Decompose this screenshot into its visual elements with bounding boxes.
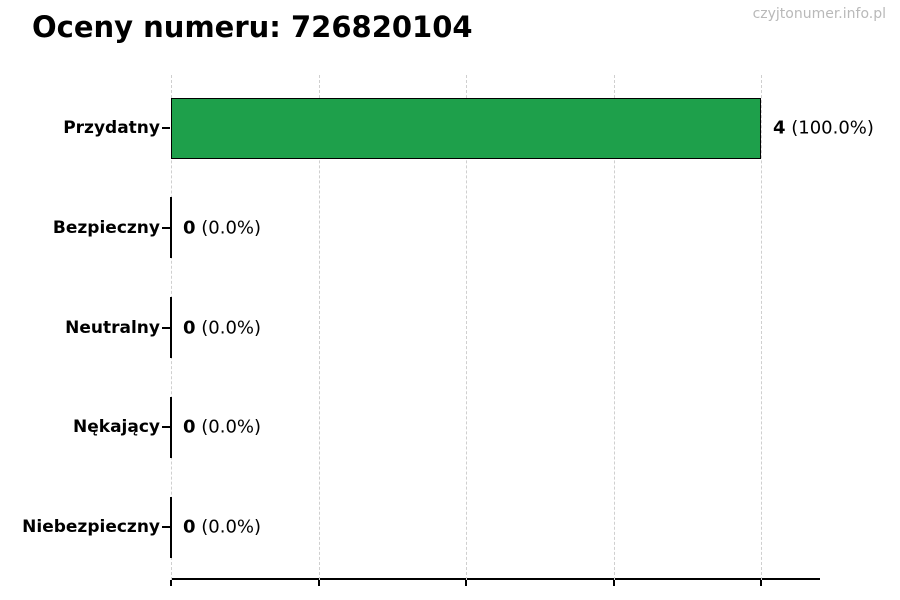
x-gridline [466,75,467,580]
value-count: 0 [183,217,196,239]
x-gridline [318,75,320,580]
chart-title: Oceny numeru: 726820104 [32,10,473,44]
zero-bar [170,396,172,458]
zero-bar [170,496,172,558]
y-axis-tick [162,326,170,329]
value-label: 4 (100.0%) [773,118,874,139]
y-axis-tick [162,526,170,528]
value-count: 4 [773,117,786,139]
value-percent: (0.0%) [195,317,262,338]
value-count: 0 [183,516,196,538]
x-gridline [613,75,615,580]
value-percent: (100.0%) [785,117,874,139]
zero-bar [170,197,172,259]
category-label: Bezpieczny [52,217,160,238]
category-label: Neutralny [65,317,160,338]
value-label: 0 (0.0%) [183,517,261,538]
value-label: 0 (0.0%) [183,417,261,438]
value-count: 0 [183,317,196,338]
plot-area: 4 (100.0%) 0 (0.0%) 0 (0.0%) 0 (0.0%) 0 (0.0… [170,75,874,586]
y-axis-tick [162,127,170,129]
x-axis-tick [760,580,762,586]
category-label: Przydatny [63,118,160,138]
x-axis-tick [317,580,320,586]
y-axis-tick [162,426,170,429]
x-axis-tick [612,580,615,586]
y-axis-tick [162,226,170,229]
value-count: 0 [183,416,196,438]
category-label: Nękający [73,417,160,438]
x-axis-tick [465,580,467,586]
watermark: czyjtonumer.info.pl [752,6,886,22]
zero-bar [170,297,172,358]
bar [171,97,761,159]
value-label: 0 (0.0%) [183,317,261,338]
x-gridline [761,75,762,580]
value-percent: (0.0%) [195,416,262,438]
value-percent: (0.0%) [195,217,262,239]
x-axis-line [171,578,820,580]
x-axis-tick [170,580,172,586]
value-label: 0 (0.0%) [183,217,261,238]
value-percent: (0.0%) [195,516,262,538]
category-label: Niebezpieczny [22,517,160,537]
